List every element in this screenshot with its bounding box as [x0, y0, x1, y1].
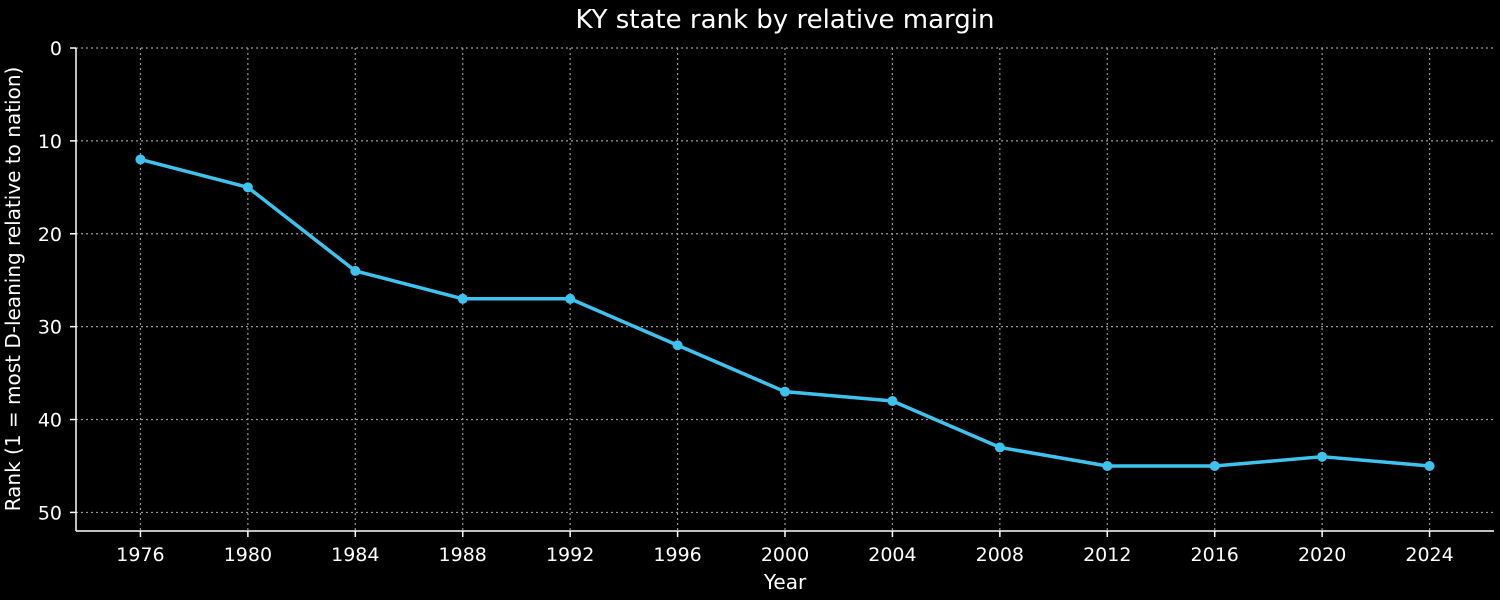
- x-tick-label: 1976: [116, 544, 164, 566]
- x-tick-label: 1988: [439, 544, 487, 566]
- x-tick-label: 2004: [868, 544, 916, 566]
- x-tick-label: 2020: [1298, 544, 1346, 566]
- chart-title: KY state rank by relative margin: [575, 5, 994, 35]
- data-point: [1424, 460, 1435, 471]
- y-tick-label: 30: [38, 317, 62, 339]
- data-point: [994, 442, 1005, 453]
- y-tick-label: 20: [38, 224, 62, 246]
- data-point: [565, 293, 576, 304]
- data-point: [1317, 451, 1328, 462]
- x-tick-label: 2000: [761, 544, 809, 566]
- x-tick-label: 2008: [976, 544, 1024, 566]
- data-point: [1102, 460, 1113, 471]
- x-tick-label: 1992: [546, 544, 594, 566]
- x-tick-label: 2016: [1191, 544, 1239, 566]
- x-tick-label: 1996: [653, 544, 701, 566]
- grid-lines: [76, 47, 1494, 531]
- x-tick-label: 1984: [331, 544, 379, 566]
- y-tick-label: 50: [38, 502, 62, 524]
- x-tick-label: 2012: [1083, 544, 1131, 566]
- x-axis-ticks: 1976 1980 1984 1988 1992 1996 2000 2004 2008 2012…: [116, 531, 1454, 566]
- y-axis-label: Rank (1 = most D-leaning relative to nat…: [1, 67, 25, 512]
- series-layer: [135, 154, 1435, 471]
- data-point: [350, 265, 361, 276]
- y-axis-ticks: 0 10 20 30 40 50: [38, 38, 76, 524]
- data-point: [242, 182, 253, 193]
- data-point: [780, 386, 790, 397]
- y-tick-label: 40: [38, 410, 62, 432]
- y-tick-label: 0: [50, 38, 62, 60]
- x-axis-label: Year: [763, 570, 807, 594]
- x-tick-label: 1980: [224, 544, 272, 566]
- data-point: [135, 154, 146, 165]
- data-point: [672, 340, 683, 351]
- x-tick-label: 2024: [1405, 544, 1453, 566]
- y-tick-label: 10: [38, 131, 62, 153]
- data-point: [457, 293, 468, 304]
- data-point: [1209, 460, 1220, 471]
- data-point: [887, 395, 898, 406]
